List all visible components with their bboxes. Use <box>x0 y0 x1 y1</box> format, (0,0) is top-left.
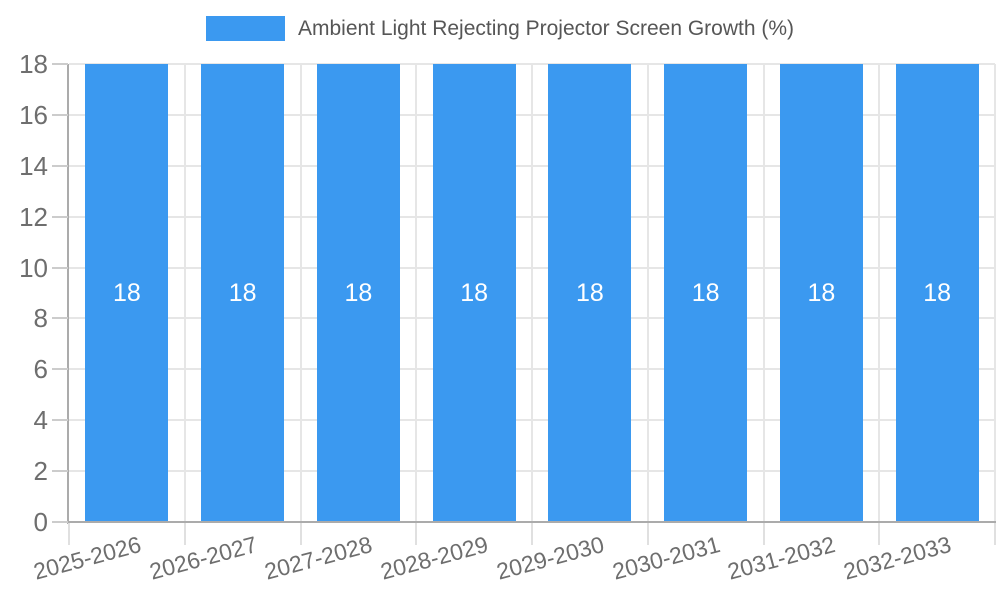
bar-2029-2030[interactable]: 18 <box>548 64 632 522</box>
x-axis-tick <box>878 523 881 545</box>
y-axis-tick-label: 14 <box>19 150 48 181</box>
y-axis-tick <box>52 164 68 167</box>
x-axis-label-2028-2029: 2028-2029 <box>377 531 491 585</box>
y-axis-tick-label: 6 <box>33 354 48 385</box>
x-axis-tick <box>415 523 418 545</box>
bar-2031-2032[interactable]: 18 <box>779 64 863 522</box>
x-axis-label-2030-2031: 2030-2031 <box>609 531 723 585</box>
bar-value-label: 18 <box>344 279 373 307</box>
x-axis-label-2026-2027: 2026-2027 <box>146 531 260 585</box>
x-axis-label-2031-2032: 2031-2032 <box>725 531 839 585</box>
y-axis-tick <box>52 368 68 371</box>
x-axis-label-2025-2026: 2025-2026 <box>30 531 144 585</box>
gridline-vertical <box>531 64 533 522</box>
y-axis-tick-label: 10 <box>19 252 48 283</box>
bar-value-label: 18 <box>575 279 604 307</box>
bar-2032-2033[interactable]: 18 <box>895 64 979 522</box>
bar-value-label: 18 <box>228 279 257 307</box>
x-axis-label-2029-2030: 2029-2030 <box>493 531 607 585</box>
gridline-vertical <box>994 64 996 522</box>
bar-value-label: 18 <box>691 279 720 307</box>
plot-area: 18 18 18 18 18 18 18 18 <box>69 63 996 522</box>
gridline-vertical <box>183 64 186 522</box>
bar-value-label: 18 <box>923 279 952 307</box>
legend-swatch <box>205 16 285 41</box>
x-axis-label-2032-2033: 2032-2033 <box>840 531 954 585</box>
y-axis-tick-label: 8 <box>33 303 48 334</box>
gridline-vertical <box>646 64 649 522</box>
bar-value-label: 18 <box>807 279 836 307</box>
x-axis-tick <box>646 523 649 545</box>
x-axis-tick <box>531 523 533 545</box>
x-axis-tick <box>994 523 996 545</box>
y-axis-tick <box>52 63 68 65</box>
x-axis-tick <box>68 523 70 545</box>
gridline-vertical <box>299 64 302 522</box>
y-axis-tick-label: 4 <box>33 405 48 436</box>
x-axis-line <box>69 521 996 523</box>
bar-2027-2028[interactable]: 18 <box>316 64 400 522</box>
x-axis-tick <box>762 523 765 545</box>
y-axis-tick <box>52 419 68 422</box>
y-axis-tick <box>52 215 68 218</box>
bar-value-label: 18 <box>460 279 489 307</box>
y-axis-tick <box>52 470 68 473</box>
x-axis-label-2027-2028: 2027-2028 <box>262 531 376 585</box>
y-axis-tick <box>52 317 68 320</box>
bar-2025-2026[interactable]: 18 <box>85 64 169 522</box>
x-axis-tick <box>183 523 186 545</box>
y-axis-tick-label: 12 <box>19 201 48 232</box>
bar-2026-2027[interactable]: 18 <box>201 64 285 522</box>
bar-2030-2031[interactable]: 18 <box>664 64 748 522</box>
gridline-vertical <box>878 64 881 522</box>
bar-2028-2029[interactable]: 18 <box>432 64 516 522</box>
x-axis-tick <box>299 523 302 545</box>
legend-label: Ambient Light Rejecting Projector Screen… <box>297 16 795 40</box>
gridline-vertical <box>762 64 765 522</box>
y-axis-tick-label: 18 <box>19 49 48 79</box>
bar-value-label: 18 <box>112 279 141 307</box>
y-axis-tick <box>52 113 68 116</box>
y-axis-tick <box>52 266 68 269</box>
gridline-vertical <box>415 64 418 522</box>
y-axis-tick-label: 2 <box>33 456 48 487</box>
y-axis-tick-label: 16 <box>19 99 48 130</box>
y-axis-line <box>67 64 69 524</box>
y-axis-tick-label: 0 <box>33 507 48 537</box>
legend[interactable]: Ambient Light Rejecting Projector Screen… <box>0 16 1000 41</box>
y-axis-tick <box>52 521 68 523</box>
